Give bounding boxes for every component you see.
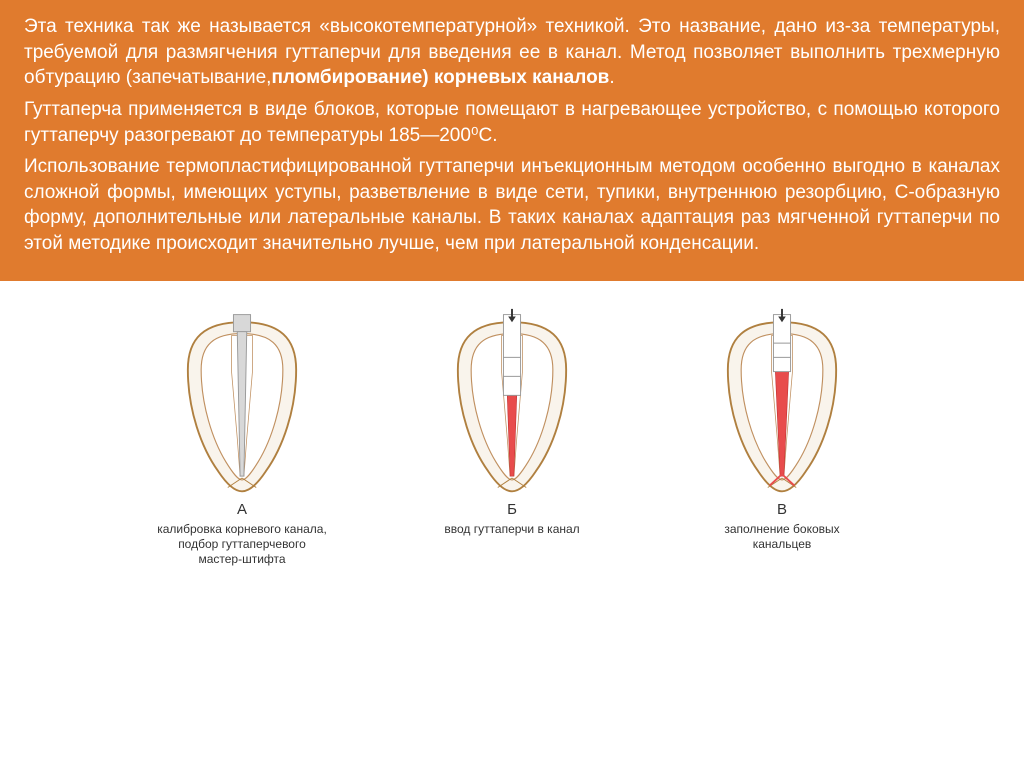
- tooth-illustration: [177, 307, 307, 497]
- p1-text-bold: пломбирование) корневых каналов: [271, 67, 609, 88]
- paragraph-2: Гуттаперча применяется в виде блоков, ко…: [24, 97, 1000, 148]
- tooth-group: Взаполнение боковыхканальцев: [682, 307, 882, 567]
- diagram-caption: калибровка корневого канала,подбор гутта…: [157, 522, 327, 567]
- description-panel: Эта техника так же называется «высокотем…: [0, 0, 1024, 281]
- tooth-illustration: [447, 307, 577, 497]
- p1-text-c: .: [609, 67, 614, 88]
- tooth-group: Акалибровка корневого канала,подбор гутт…: [142, 307, 342, 567]
- paragraph-3: Использование термопластифицированной гу…: [24, 154, 1000, 257]
- diagram-caption: заполнение боковыхканальцев: [724, 522, 839, 552]
- paragraph-1: Эта техника так же называется «высокотем…: [24, 14, 1000, 91]
- diagram-letter: А: [237, 501, 247, 518]
- tooth-group: Бввод гуттаперчи в канал: [412, 307, 612, 567]
- tooth-illustration: [717, 307, 847, 497]
- diagram-caption: ввод гуттаперчи в канал: [444, 522, 579, 537]
- diagram-letter: В: [777, 501, 787, 518]
- diagram-letter: Б: [507, 501, 517, 518]
- diagram-row: Акалибровка корневого канала,подбор гутт…: [0, 281, 1024, 577]
